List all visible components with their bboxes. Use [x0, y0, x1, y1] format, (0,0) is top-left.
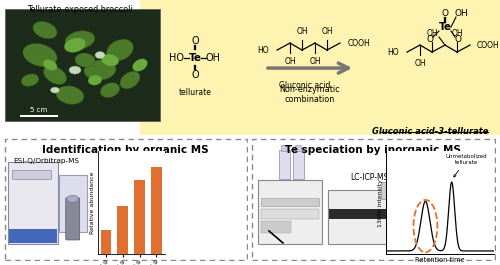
Ellipse shape: [64, 38, 86, 52]
Bar: [329, 209, 409, 219]
Ellipse shape: [69, 66, 81, 74]
Text: O: O: [454, 34, 462, 43]
Text: 5 cm: 5 cm: [30, 107, 48, 113]
Text: Gluconic acid: Gluconic acid: [280, 81, 330, 90]
Ellipse shape: [66, 195, 78, 202]
Bar: [140, 0, 500, 135]
Text: O: O: [191, 36, 199, 46]
Y-axis label: Relative abundance: Relative abundance: [90, 171, 94, 234]
Ellipse shape: [100, 83, 119, 98]
Ellipse shape: [50, 87, 59, 93]
Text: OH: OH: [206, 53, 220, 63]
Text: O: O: [442, 8, 448, 17]
Text: Te: Te: [438, 22, 452, 32]
Bar: [0, 0, 170, 135]
FancyBboxPatch shape: [59, 175, 86, 232]
Bar: [261, 198, 319, 206]
Text: Tellurate-exposed broccoli: Tellurate-exposed broccoli: [27, 5, 133, 14]
Text: HO: HO: [258, 46, 269, 55]
Ellipse shape: [21, 74, 39, 86]
Y-axis label: 130Te intensity: 130Te intensity: [378, 179, 383, 227]
Text: Gluconic acid-3-tellurate: Gluconic acid-3-tellurate: [372, 127, 488, 136]
Bar: [100, 230, 112, 254]
Text: HO: HO: [388, 47, 399, 56]
Ellipse shape: [95, 52, 105, 59]
Text: O: O: [191, 70, 199, 80]
Bar: [261, 209, 319, 219]
FancyBboxPatch shape: [294, 144, 302, 151]
Bar: [5, 9, 160, 121]
Text: tellurate: tellurate: [178, 88, 212, 97]
Text: OH: OH: [284, 57, 296, 66]
Ellipse shape: [84, 60, 116, 80]
Ellipse shape: [56, 86, 84, 104]
FancyBboxPatch shape: [380, 182, 404, 199]
Text: Unmetabolized
tellurate: Unmetabolized tellurate: [445, 154, 487, 177]
Bar: [151, 167, 162, 254]
Bar: [9, 229, 57, 243]
Text: Te speciation by inorganic MS: Te speciation by inorganic MS: [285, 145, 461, 155]
Text: COOH: COOH: [348, 38, 371, 47]
Bar: [118, 206, 128, 254]
Text: Te: Te: [188, 53, 202, 63]
Text: OH: OH: [321, 27, 333, 36]
Text: Non-enzymatic
combination: Non-enzymatic combination: [280, 85, 340, 104]
FancyBboxPatch shape: [66, 198, 80, 240]
Text: OH: OH: [296, 27, 308, 36]
Bar: [134, 180, 145, 254]
FancyBboxPatch shape: [278, 150, 289, 179]
Polygon shape: [140, 0, 170, 135]
Text: COOH: COOH: [477, 41, 500, 50]
Text: O: O: [426, 34, 434, 43]
Ellipse shape: [23, 43, 57, 67]
Text: OH: OH: [309, 57, 321, 66]
Text: OH: OH: [454, 8, 468, 17]
Ellipse shape: [65, 31, 95, 49]
Ellipse shape: [33, 21, 57, 39]
Text: Identification by organic MS: Identification by organic MS: [42, 145, 209, 155]
FancyBboxPatch shape: [292, 150, 304, 179]
FancyBboxPatch shape: [8, 162, 58, 244]
Ellipse shape: [101, 54, 119, 66]
Ellipse shape: [88, 75, 102, 85]
FancyBboxPatch shape: [12, 170, 51, 179]
Ellipse shape: [120, 71, 140, 89]
Text: OH: OH: [451, 29, 463, 38]
FancyBboxPatch shape: [328, 190, 410, 244]
Bar: [20, 115, 58, 117]
X-axis label: Retention time: Retention time: [415, 257, 465, 263]
Ellipse shape: [44, 66, 66, 85]
Bar: [261, 221, 291, 233]
Ellipse shape: [75, 53, 95, 67]
Text: OH: OH: [414, 59, 426, 68]
Text: LC-ICP-MS: LC-ICP-MS: [350, 173, 388, 182]
Ellipse shape: [106, 39, 134, 61]
Text: OH: OH: [426, 29, 438, 38]
FancyBboxPatch shape: [5, 139, 247, 260]
Text: HO: HO: [170, 53, 184, 63]
Text: ESI-Q/Orbitrap-MS: ESI-Q/Orbitrap-MS: [13, 158, 79, 164]
FancyBboxPatch shape: [258, 180, 322, 244]
FancyBboxPatch shape: [252, 139, 495, 260]
Ellipse shape: [132, 59, 148, 71]
FancyBboxPatch shape: [280, 144, 287, 151]
Ellipse shape: [43, 60, 57, 70]
